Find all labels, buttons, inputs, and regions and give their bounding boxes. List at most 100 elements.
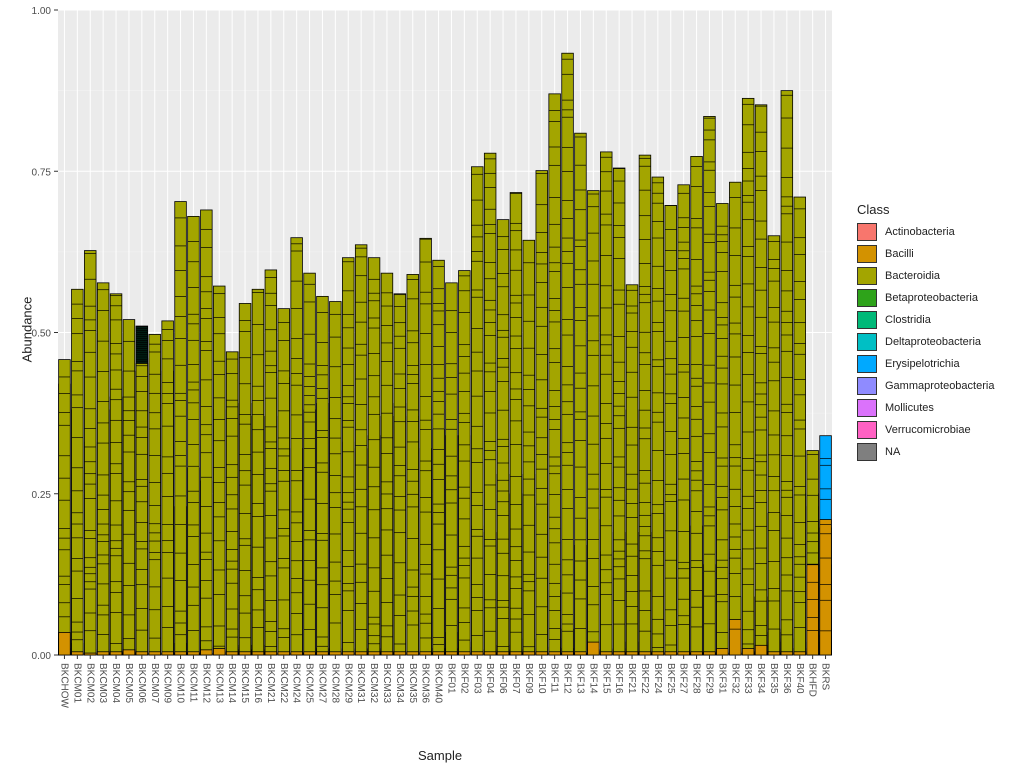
x-tick-label: BKCM12: [200, 663, 211, 703]
bar-stack-BKF11: [548, 93, 561, 656]
bar-stack-BKCM12: [200, 209, 213, 656]
x-tick-label: BKF04: [484, 663, 495, 694]
bar-segment: [161, 320, 174, 656]
bar-segment: [251, 651, 265, 656]
x-tick-label: BKCM11: [187, 663, 198, 703]
x-tick-label: BKCM25: [304, 663, 315, 703]
x-tick-label: BKF34: [755, 663, 766, 694]
x-tick-label: BKCM05: [123, 663, 134, 703]
bar-stack-BKF24: [651, 176, 665, 656]
x-tick-label: BKF40: [794, 663, 805, 694]
bar-segment: [277, 651, 290, 656]
bar-stack-BKCM28: [329, 301, 342, 656]
bar-segment: [354, 651, 368, 656]
bar-segment: [664, 205, 677, 656]
legend-swatch: [857, 333, 877, 351]
bar-stack-BKCM22: [277, 308, 290, 656]
bar-stack-BKCM40: [432, 259, 445, 656]
bar-stack-BKCM01: [71, 288, 84, 656]
bar-segment: [806, 564, 819, 656]
x-tick-label: BKF03: [471, 663, 482, 694]
bar-segment: [109, 293, 123, 656]
bar-stack-BKF01: [445, 282, 458, 656]
bar-stack-BKCM09: [161, 320, 174, 656]
bar-segment: [393, 651, 407, 656]
bar-segment: [290, 237, 303, 656]
bar-stack-BKCM04: [109, 293, 123, 656]
bar-segment: [122, 319, 136, 656]
bar-segment: [483, 651, 497, 656]
bar-segment: [819, 519, 832, 656]
bar-stack-BKCM02: [84, 250, 97, 656]
legend-label: Betaproteobacteria: [885, 292, 978, 304]
bar-stack-BKCM13: [213, 285, 226, 656]
bar-stack-BKF04: [483, 152, 497, 656]
x-tick-label: BKCM14: [226, 663, 237, 703]
x-tick-label: BKF24: [652, 663, 663, 694]
x-tick-label: BKF06: [497, 663, 508, 694]
legend-swatch: [857, 245, 877, 263]
x-tick-label: BKF29: [703, 663, 714, 694]
bar-segment: [84, 652, 97, 656]
bar-segment: [767, 651, 781, 656]
bar-segment: [251, 288, 265, 656]
x-tick-label: BKF21: [626, 663, 637, 694]
bar-segment: [574, 132, 587, 656]
legend-swatch: [857, 377, 877, 395]
bar-stack-BKCHOW: [58, 359, 71, 656]
x-tick-label: BKCM28: [329, 663, 340, 703]
bar-segment: [780, 651, 794, 656]
bar-segment: [174, 651, 187, 656]
bar-segment: [316, 295, 329, 656]
bar-stack-BKF15: [600, 151, 613, 656]
legend-item: Verrucomicrobiae: [857, 419, 1022, 441]
legend-swatch: [857, 355, 877, 373]
bar-segment: [380, 651, 394, 656]
bar-segment: [522, 651, 536, 656]
bar-segment: [432, 259, 445, 656]
bar-segment: [96, 282, 110, 656]
bar-stack-BKF21: [625, 284, 639, 656]
x-tick-label: BKF12: [562, 663, 573, 694]
x-tick-label: BKCM03: [97, 663, 108, 703]
bars-group: [58, 52, 832, 656]
legend-label: Erysipelotrichia: [885, 358, 960, 370]
bar-stack-BKF34: [754, 104, 768, 656]
legend: Class Actinobacteria Bacilli Bacteroidia Be…: [857, 202, 1022, 463]
legend-item: Clostridia: [857, 309, 1022, 331]
bar-stack-BKF29: [703, 116, 716, 656]
x-tick-label: BKF32: [729, 663, 740, 694]
bar-stack-BKF09: [522, 239, 536, 656]
x-tick-label: BKCM21: [265, 663, 276, 703]
bar-segment: [612, 167, 626, 656]
bar-segment: [342, 257, 355, 656]
bar-segment: [122, 649, 136, 656]
bar-segment: [213, 285, 226, 656]
x-tick-label: BKF02: [458, 663, 469, 694]
bar-stack-BKF25: [664, 205, 677, 656]
bar-stack-BKF28: [690, 156, 703, 656]
bar-stack-BKRS: [819, 435, 832, 656]
bar-segment: [213, 648, 226, 656]
bar-segment: [522, 239, 536, 656]
x-tick-label: BKF10: [536, 663, 547, 694]
bar-segment: [58, 632, 71, 656]
bar-segment: [754, 644, 768, 656]
x-tick-label: BKCM15: [239, 663, 250, 703]
x-tick-label: BKF16: [613, 663, 624, 694]
x-tick-label: BKCM09: [162, 663, 173, 703]
x-tick-label: BKCM16: [252, 663, 263, 703]
x-tick-label: BKF13: [574, 663, 585, 694]
x-tick-label: BKCM35: [407, 663, 418, 703]
x-tick-label: BKF22: [639, 663, 650, 694]
x-tick-label: BKCM40: [433, 663, 444, 703]
x-tick-label: BKF31: [716, 663, 727, 694]
bar-stack-BKF12: [561, 52, 574, 656]
bar-stack-BKCM25: [303, 272, 316, 656]
bar-segment: [780, 90, 794, 656]
bar-segment: [509, 192, 523, 656]
bar-segment: [329, 301, 342, 656]
bar-segment: [793, 651, 806, 656]
